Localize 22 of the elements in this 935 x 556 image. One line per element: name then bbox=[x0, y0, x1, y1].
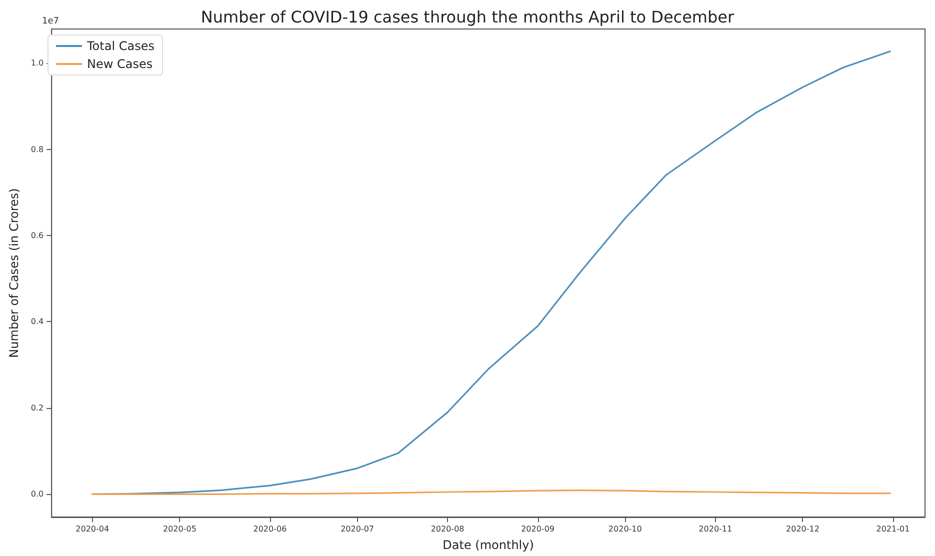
y-tick-label: 0.6 bbox=[30, 230, 44, 240]
x-tick-label: 2020-05 bbox=[163, 524, 196, 534]
legend-label: New Cases bbox=[87, 57, 153, 71]
y-tick-label: 0.4 bbox=[30, 317, 44, 326]
x-tick-label: 2020-04 bbox=[76, 524, 110, 534]
x-tick-label: 2021-01 bbox=[876, 524, 910, 534]
x-tick-label: 2020-08 bbox=[430, 524, 464, 534]
y-axis-title: Number of Cases (in Crores) bbox=[7, 188, 21, 358]
x-tick-label: 2020-09 bbox=[521, 524, 555, 534]
legend-label: Total Cases bbox=[86, 39, 154, 53]
x-tick-label: 2020-12 bbox=[786, 524, 820, 534]
text: 1e7 bbox=[42, 16, 59, 26]
y-tick-label: 1.0 bbox=[30, 58, 44, 68]
y-tick-label: 0.8 bbox=[30, 144, 44, 154]
x-tick-label: 2020-07 bbox=[340, 524, 374, 534]
x-tick-label: 2020-06 bbox=[253, 524, 287, 534]
y-tick-label: 0.0 bbox=[30, 490, 44, 499]
x-tick-label: 2020-11 bbox=[698, 524, 732, 534]
y-tick-label: 0.2 bbox=[30, 403, 44, 412]
x-axis-title: Date (monthly) bbox=[442, 538, 534, 552]
chart-title: Number of COVID-19 cases through the months April to December bbox=[200, 8, 735, 26]
x-tick-label: 2020-10 bbox=[608, 524, 642, 534]
